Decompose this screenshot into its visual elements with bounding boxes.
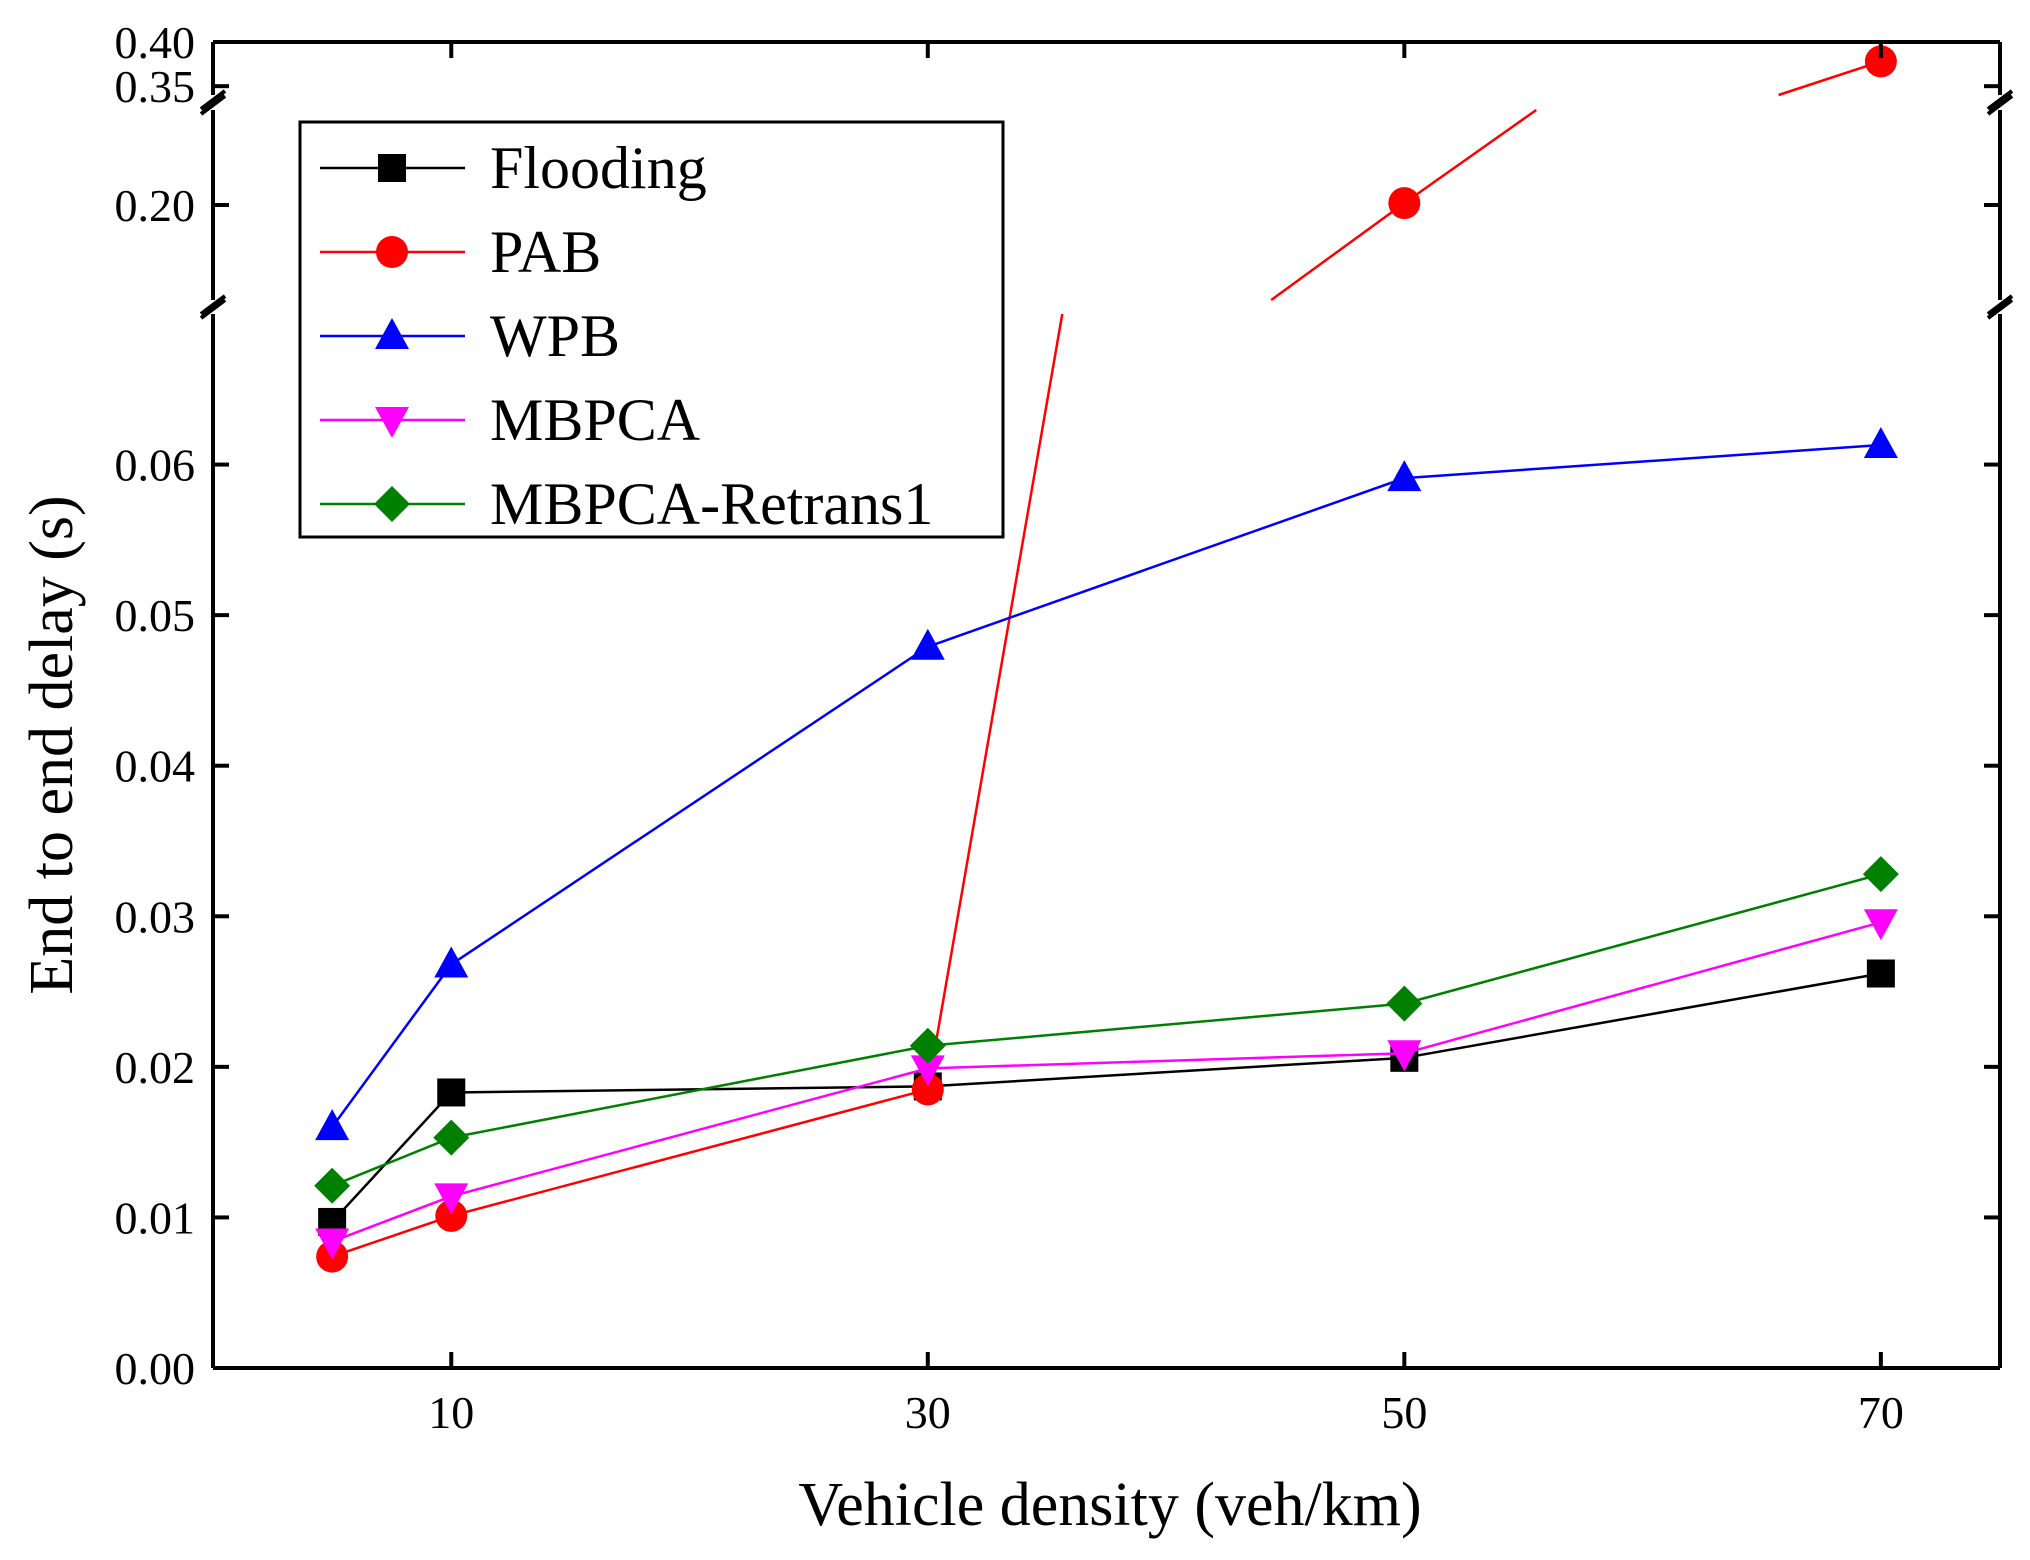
data-point [910, 628, 945, 660]
legend-item-flooding: Flooding [320, 135, 707, 201]
data-point [314, 1167, 351, 1204]
y-tick-label: 0.06 [115, 440, 196, 491]
series-pab [316, 45, 1897, 1273]
legend-marker [375, 407, 409, 438]
y-tick-label: 0.02 [115, 1042, 196, 1093]
data-point [1863, 909, 1898, 941]
y-tick-label: 0.00 [115, 1343, 196, 1394]
data-point [1388, 187, 1421, 220]
series-line [331, 1195, 452, 1243]
series-line [450, 1088, 929, 1218]
series-line [927, 1056, 1405, 1088]
data-point [1863, 426, 1898, 458]
x-tick-label: 30 [905, 1387, 951, 1438]
y-tick-label: 0.35 [115, 61, 196, 112]
legend-label: MBPCA [490, 387, 700, 453]
series-line [450, 1067, 929, 1198]
y-axis-title: End to end delay (s) [18, 495, 86, 994]
series-line [450, 645, 929, 966]
data-point [433, 1119, 470, 1156]
series-mbpca [315, 909, 1898, 1260]
y-tick-label: 0.03 [115, 891, 196, 942]
data-point [437, 1078, 466, 1107]
series-line [331, 1136, 452, 1187]
series-line [451, 1085, 928, 1094]
legend: Flooding PAB WPB MBPCA MBPCA-Retrans1 [298, 120, 1005, 539]
axis-break-mark [199, 89, 227, 111]
data-point [435, 1199, 468, 1232]
series-line [1778, 60, 1882, 97]
series-line [927, 1002, 1405, 1048]
y-tick-label: 0.01 [115, 1192, 196, 1243]
legend-label: PAB [490, 219, 601, 285]
axis-break-mark [1986, 294, 2014, 316]
x-tick-label: 10 [428, 1387, 474, 1438]
axis-break-mark [199, 94, 227, 116]
data-point [1386, 985, 1423, 1022]
data-point [1387, 460, 1422, 492]
series-line [331, 1214, 452, 1258]
series-layer [314, 45, 1899, 1273]
legend-marker [376, 236, 408, 268]
data-point [434, 946, 469, 978]
x-tick-label: 70 [1858, 1387, 1904, 1438]
legend-label: Flooding [490, 135, 707, 201]
data-point [910, 1055, 945, 1087]
legend-item-pab: PAB [320, 219, 601, 285]
y-tick-label: 0.40 [115, 17, 196, 68]
axis-ticks: 10 30 50 70 0.00 0.01 0.02 0.03 0.04 0.05 0.06 0.20… [115, 17, 2000, 1438]
axis-break-mark [199, 294, 227, 316]
legend-item-wpb: WPB [320, 303, 620, 369]
axis-break-mark [1986, 89, 2014, 111]
data-point [1864, 45, 1897, 78]
legend-box [298, 120, 1005, 539]
x-axis-title: Vehicle density (veh/km) [798, 1471, 1421, 1539]
legend-marker [375, 318, 409, 349]
series-line [1404, 443, 1881, 480]
series-line [1403, 108, 1537, 205]
legend-item-mbpca-retrans1: MBPCA-Retrans1 [320, 471, 933, 537]
series-line [927, 476, 1405, 648]
legend-marker [378, 154, 406, 182]
y-tick-label: 0.20 [115, 180, 196, 231]
series-line [1404, 921, 1882, 1055]
data-point [315, 1228, 350, 1260]
legend-item-mbpca: MBPCA [320, 387, 700, 453]
series-line [927, 1052, 1405, 1070]
series-wpb [315, 426, 1898, 1141]
y-tick-label: 0.04 [115, 741, 196, 792]
series-line [1404, 972, 1882, 1060]
data-point [1862, 856, 1899, 893]
series-line [331, 963, 453, 1128]
series-line [1270, 202, 1406, 302]
data-point [1866, 959, 1895, 988]
series-line [451, 1044, 929, 1139]
legend-label: WPB [490, 303, 620, 369]
legend-marker [374, 486, 410, 522]
data-point [909, 1027, 946, 1064]
series-mbpca-retrans1 [314, 856, 1899, 1204]
data-point [434, 1183, 469, 1215]
data-point [911, 1073, 944, 1106]
series-flooding [318, 959, 1895, 1236]
legend-label: MBPCA-Retrans1 [490, 471, 933, 537]
series-line [331, 1091, 453, 1223]
y-tick-label: 0.05 [115, 590, 196, 641]
data-point [1387, 1040, 1422, 1072]
data-point [315, 1109, 350, 1141]
series-line [926, 313, 1064, 1090]
series-line [1404, 872, 1882, 1005]
axis-break-mark [1986, 298, 2014, 320]
axis-break-mark [1986, 94, 2014, 116]
x-tick-label: 50 [1381, 1387, 1427, 1438]
axis-break-mark [199, 298, 227, 320]
